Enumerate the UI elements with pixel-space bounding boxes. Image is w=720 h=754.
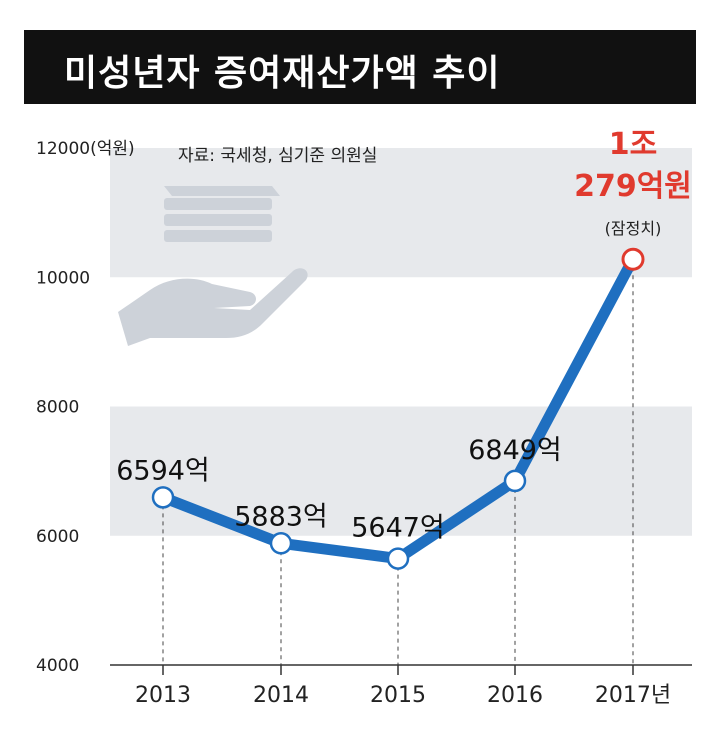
data-label-3: 5647억 <box>351 513 445 544</box>
title-bar: 미성년자 증여재산가액 추이 <box>24 30 696 104</box>
background-bands <box>110 148 692 536</box>
x-tick-label-1: 2013 <box>135 683 191 708</box>
grid-band-2 <box>110 148 692 278</box>
highlight-annotation: 1조 279억원 (잠정치) <box>574 127 692 238</box>
data-labels: 6594억 5883억 5647억 6849억 <box>116 435 562 544</box>
x-tick-label-3: 2015 <box>370 683 426 708</box>
data-label-4: 6849억 <box>468 435 562 466</box>
y-tick-label-5: 12000(억원) <box>36 139 135 159</box>
source-note: 자료: 국세청, 심기준 의원실 <box>178 146 377 166</box>
highlight-line1: 1조 <box>609 127 657 162</box>
x-axis: 2013 2014 2015 2016 2017년 <box>135 665 671 708</box>
data-marker-2 <box>269 532 293 555</box>
highlight-marker <box>621 247 645 271</box>
y-tick-label-2: 6000 <box>36 527 79 547</box>
data-markers <box>151 247 645 570</box>
data-marker-1 <box>151 486 175 509</box>
y-tick-label-1: 4000 <box>36 656 79 676</box>
x-tick-label-2: 2014 <box>253 683 309 708</box>
chart-title: 미성년자 증여재산가액 추이 <box>64 53 501 94</box>
data-label-1: 6594억 <box>116 455 210 486</box>
data-marker-4 <box>503 469 527 493</box>
x-tick-label-4: 2016 <box>487 683 543 708</box>
y-axis: 4000 6000 8000 10000 12000(억원) <box>36 139 135 676</box>
data-marker-3 <box>386 547 410 570</box>
drop-lines <box>162 259 634 665</box>
highlight-line2: 279억원 <box>574 169 692 204</box>
data-label-2: 5883억 <box>234 501 328 532</box>
y-tick-label-4: 10000 <box>36 268 90 288</box>
highlight-line3: (잠정치) <box>605 219 662 238</box>
x-tick-label-5: 2017년 <box>595 683 671 708</box>
y-tick-label-3: 8000 <box>36 398 79 418</box>
money-hand-icon <box>118 186 308 346</box>
